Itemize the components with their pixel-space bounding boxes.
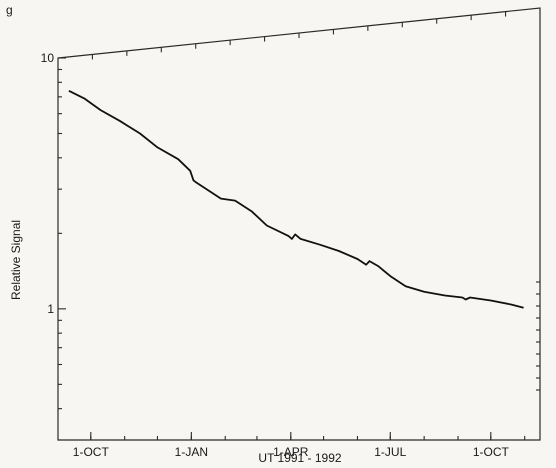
y-tick-label: 10 [41,51,55,65]
y-axis-label: Relative Signal [9,220,23,300]
series-group [68,89,524,309]
page-label: g [6,3,13,17]
x-tick-label: 1-JAN [175,445,208,459]
x-tick-label: 1-OCT [73,445,110,459]
series-line [68,89,524,309]
x-axis: 1-OCT 1-JAN 1-APR 1-JUL 1-OCT [73,432,526,459]
x-tick-label: 1-OCT [473,445,510,459]
plot-border [57,7,541,441]
x-tick-label: 1-JUL [374,445,406,459]
plot-frame [57,7,541,441]
x-axis-label: UT 1991 - 1992 [258,451,341,465]
y-axis: 10 1 [41,51,66,410]
x-tick-label: 1-APR [273,445,309,459]
y-tick-label: 1 [47,302,54,316]
